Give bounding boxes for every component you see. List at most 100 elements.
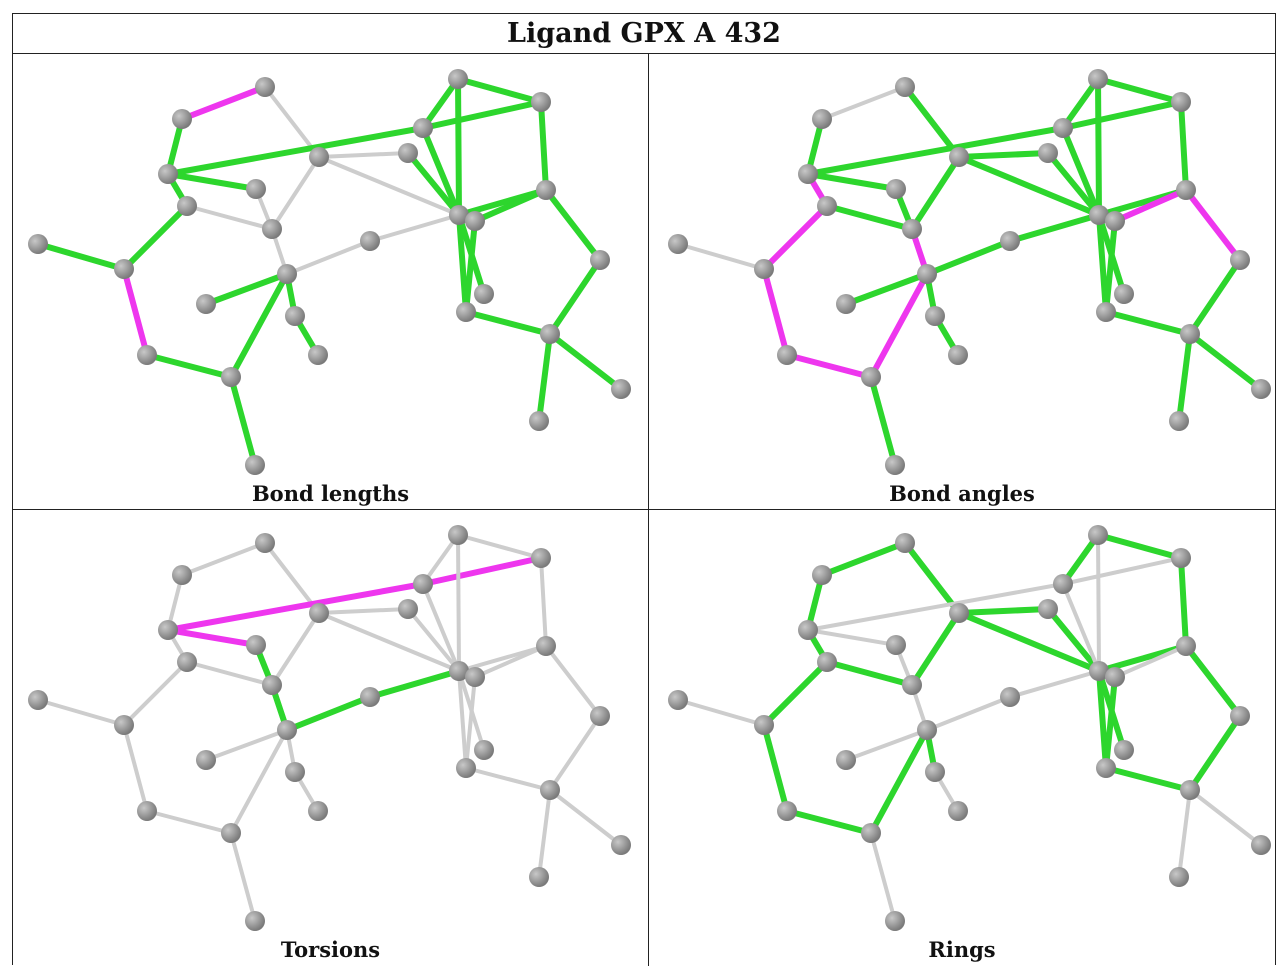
bond-normal bbox=[824, 659, 915, 688]
bond-inactive bbox=[421, 582, 461, 673]
atom bbox=[536, 180, 556, 200]
atom bbox=[812, 565, 832, 585]
atom bbox=[836, 750, 856, 770]
atom bbox=[1053, 574, 1073, 594]
atom bbox=[668, 690, 688, 710]
bond-inactive bbox=[548, 714, 602, 792]
bond-outlier bbox=[121, 266, 150, 358]
atom bbox=[531, 92, 551, 112]
bond-inactive bbox=[204, 728, 289, 762]
bond-inactive bbox=[122, 723, 149, 813]
atom bbox=[245, 455, 265, 475]
panel-bond-angles: Bond angles bbox=[649, 54, 1275, 510]
bond-inactive bbox=[180, 541, 267, 577]
atom bbox=[255, 77, 275, 97]
bond-normal bbox=[909, 154, 962, 232]
bond-normal bbox=[538, 99, 549, 193]
bond-normal bbox=[956, 154, 1102, 218]
atom bbox=[448, 525, 468, 545]
atom bbox=[754, 259, 774, 279]
bond-inactive bbox=[270, 155, 321, 231]
atom bbox=[925, 306, 945, 326]
bond-normal bbox=[784, 808, 874, 836]
atom bbox=[885, 455, 905, 475]
bond-outlier bbox=[784, 352, 874, 380]
molecule-view bbox=[28, 525, 631, 931]
bond-normal bbox=[1187, 331, 1264, 392]
bond-normal bbox=[284, 694, 373, 733]
atom bbox=[1176, 180, 1196, 200]
bond-inactive bbox=[464, 766, 552, 792]
bond-inactive bbox=[869, 831, 897, 923]
bond-inactive bbox=[285, 239, 372, 276]
atom bbox=[285, 762, 305, 782]
bond-inactive bbox=[1096, 533, 1101, 673]
atom bbox=[1000, 231, 1020, 251]
atom bbox=[158, 164, 178, 184]
bond-normal bbox=[868, 374, 898, 468]
atom bbox=[1114, 740, 1134, 760]
bond-normal bbox=[1060, 99, 1184, 131]
atom bbox=[861, 367, 881, 387]
atom bbox=[1089, 205, 1109, 225]
bond-inactive bbox=[676, 242, 766, 271]
bond-outlier bbox=[1183, 187, 1243, 263]
bond-normal bbox=[420, 99, 544, 131]
panel-caption: Rings bbox=[928, 937, 996, 962]
atom bbox=[262, 219, 282, 239]
atom bbox=[798, 164, 818, 184]
atom bbox=[456, 758, 476, 778]
atom bbox=[948, 345, 968, 365]
atom bbox=[1105, 667, 1125, 687]
atom bbox=[398, 599, 418, 619]
atom bbox=[1114, 284, 1134, 304]
atom bbox=[474, 284, 494, 304]
bond-outlier bbox=[1112, 187, 1189, 224]
atom bbox=[137, 345, 157, 365]
bond-inactive bbox=[406, 607, 461, 673]
bond-inactive bbox=[456, 533, 543, 560]
bond-inactive bbox=[676, 698, 766, 727]
bond-inactive bbox=[368, 213, 461, 243]
bond-outlier bbox=[761, 266, 790, 358]
bond-inactive bbox=[36, 698, 126, 727]
atom bbox=[817, 652, 837, 672]
atom bbox=[895, 533, 915, 553]
bond-normal bbox=[1060, 76, 1101, 131]
bond-inactive bbox=[537, 788, 552, 879]
bond-normal bbox=[228, 374, 258, 468]
bond-normal bbox=[956, 150, 1051, 160]
bond-normal bbox=[547, 331, 624, 392]
bond-normal bbox=[902, 540, 962, 616]
atom bbox=[177, 196, 197, 216]
atom bbox=[465, 667, 485, 687]
atom bbox=[925, 762, 945, 782]
molecule-view bbox=[28, 69, 631, 475]
atom bbox=[246, 179, 266, 199]
bond-inactive bbox=[145, 809, 233, 835]
atom bbox=[1171, 548, 1191, 568]
bond-normal bbox=[1187, 713, 1243, 793]
bond-normal bbox=[1060, 532, 1101, 587]
bond-normal bbox=[1095, 76, 1102, 218]
figure-title: Ligand GPX A 432 bbox=[13, 14, 1275, 54]
atom bbox=[413, 574, 433, 594]
bond-inactive bbox=[539, 556, 548, 648]
panel-torsions: Torsions bbox=[13, 510, 649, 966]
bond-normal bbox=[367, 668, 462, 700]
atom bbox=[590, 250, 610, 270]
bond-inactive bbox=[270, 611, 321, 687]
bond-inactive bbox=[185, 204, 274, 231]
bond-normal bbox=[868, 727, 930, 836]
panel-caption: Bond lengths bbox=[251, 481, 410, 506]
bond-normal bbox=[455, 76, 544, 105]
atom bbox=[172, 565, 192, 585]
atom bbox=[277, 720, 297, 740]
bond-normal bbox=[35, 241, 127, 272]
atom bbox=[221, 367, 241, 387]
atom bbox=[1089, 661, 1109, 681]
atom bbox=[949, 603, 969, 623]
bond-normal bbox=[144, 352, 234, 380]
atom bbox=[277, 264, 297, 284]
bond-normal bbox=[956, 610, 1102, 674]
